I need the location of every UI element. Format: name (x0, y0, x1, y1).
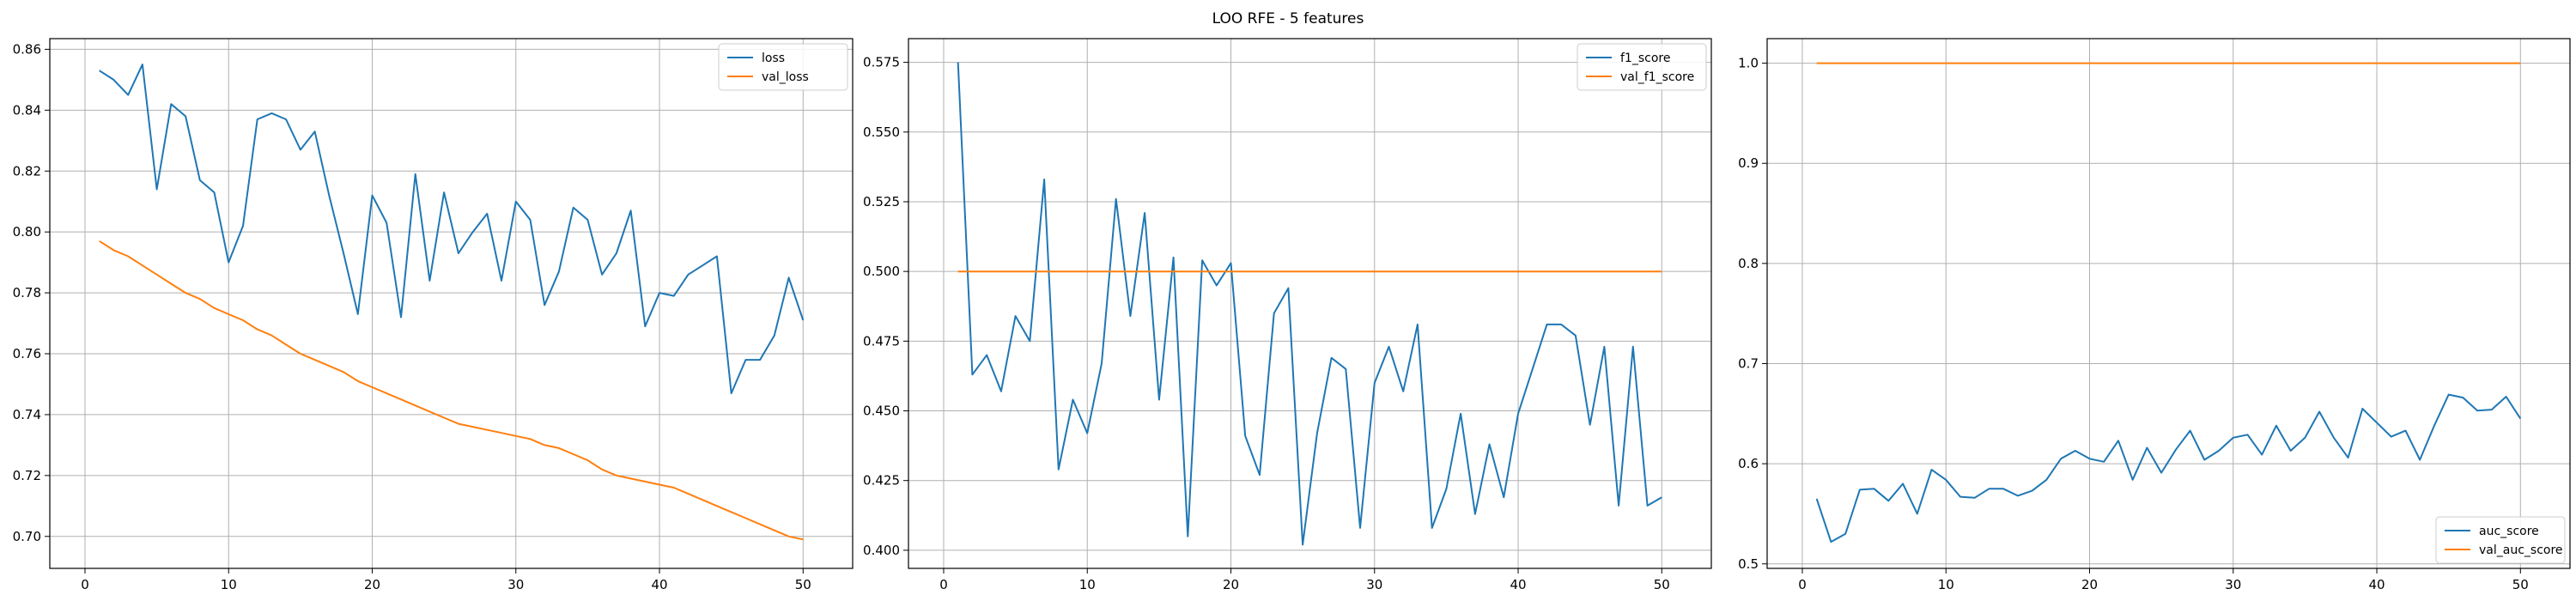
y-tick-label: 0.425 (863, 473, 900, 489)
legend: loss val_loss (718, 43, 848, 91)
y-tick-label: 0.76 (13, 346, 41, 361)
y-tick-label: 0.86 (13, 41, 41, 57)
legend-box (2435, 516, 2566, 564)
x-tick-label: 20 (1223, 577, 1239, 592)
axes-frame (908, 38, 1712, 569)
series-line-f1_score (957, 62, 1662, 546)
y-tick-label: 0.475 (863, 333, 900, 349)
series-line-val_loss (99, 240, 804, 541)
y-tick-label: 0.78 (13, 285, 41, 300)
subplot-1: 0 10 20 30 40 50 0.70 0.72 0.74 0.76 0.78 0.80 0.82 0… (13, 38, 854, 592)
x-tick-label: 40 (2368, 577, 2385, 592)
y-tick-label: 1.0 (1738, 56, 1759, 71)
x-tick-label: 10 (1079, 577, 1096, 592)
x-tick-label: 50 (795, 577, 811, 592)
y-tick-label: 0.82 (13, 163, 41, 179)
x-tick-label: 50 (1654, 577, 1670, 592)
x-tick-label: 20 (2081, 577, 2098, 592)
x-tick-label: 10 (221, 577, 237, 592)
x-tick-label: 0 (939, 577, 948, 592)
x-tick-label: 30 (2225, 577, 2241, 592)
y-tick-label: 0.7 (1738, 355, 1759, 371)
legend-label-auc_score: auc_score (2479, 525, 2539, 538)
x-tick-label: 50 (2512, 577, 2529, 592)
y-tick-label: 0.6 (1738, 456, 1759, 471)
subplot-3: 0 10 20 30 40 50 0.5 0.6 0.7 0.8 0.9 1.0 auc_scoreva… (1738, 38, 2571, 592)
figure-suptitle: LOO RFE - 5 features (1212, 10, 1364, 27)
axes-frame (49, 38, 854, 569)
x-tick-label: 20 (364, 577, 380, 592)
subplots: 0 10 20 30 40 500.700.720.740.760.780.800.820… (13, 38, 2571, 592)
legend-box (718, 43, 848, 91)
y-tick-label: 0.8 (1738, 256, 1759, 271)
y-tick-label: 0.575 (863, 55, 900, 70)
y-tick-label: 0.70 (13, 529, 41, 544)
y-tick-label: 0.9 (1738, 155, 1759, 171)
legend: f1_score val_f1_score (1577, 43, 1707, 91)
x-tick-label: 30 (507, 577, 524, 592)
x-tick-label: 30 (1366, 577, 1382, 592)
x-tick-label: 40 (1510, 577, 1526, 592)
y-tick-label: 0.72 (13, 468, 41, 483)
legend-label-val_loss: val_loss (762, 70, 809, 84)
legend-label-loss: loss (762, 52, 785, 65)
series-line-loss (99, 64, 805, 395)
y-tick-label: 0.450 (863, 404, 900, 419)
x-tick-label: 10 (1938, 577, 1954, 592)
y-tick-label: 0.500 (863, 264, 900, 279)
y-tick-label: 0.400 (863, 543, 900, 558)
y-tick-label: 0.84 (13, 102, 41, 118)
x-tick-label: 0 (81, 577, 89, 592)
y-tick-label: 0.525 (863, 194, 900, 209)
legend-label-val_auc_score: val_auc_score (2479, 543, 2563, 557)
y-tick-label: 0.74 (13, 407, 41, 422)
y-tick-label: 0.80 (13, 224, 41, 240)
x-tick-label: 0 (1798, 577, 1807, 592)
legend-box (1577, 43, 1707, 91)
y-tick-label: 0.550 (863, 124, 900, 140)
subplot-2: 0 10 20 30 40 50 0.400 0.425 0.450 0.475 0.500 0.52… (863, 38, 1712, 592)
legend: auc_score val_auc_score (2435, 516, 2566, 564)
y-tick-label: 0.5 (1738, 556, 1759, 572)
series-line-auc_score (1815, 393, 2522, 543)
axes-frame (1766, 38, 2571, 569)
x-tick-label: 40 (651, 577, 667, 592)
legend-label-val_f1_score: val_f1_score (1620, 70, 1694, 84)
legend-label-f1_score: f1_score (1620, 52, 1670, 65)
